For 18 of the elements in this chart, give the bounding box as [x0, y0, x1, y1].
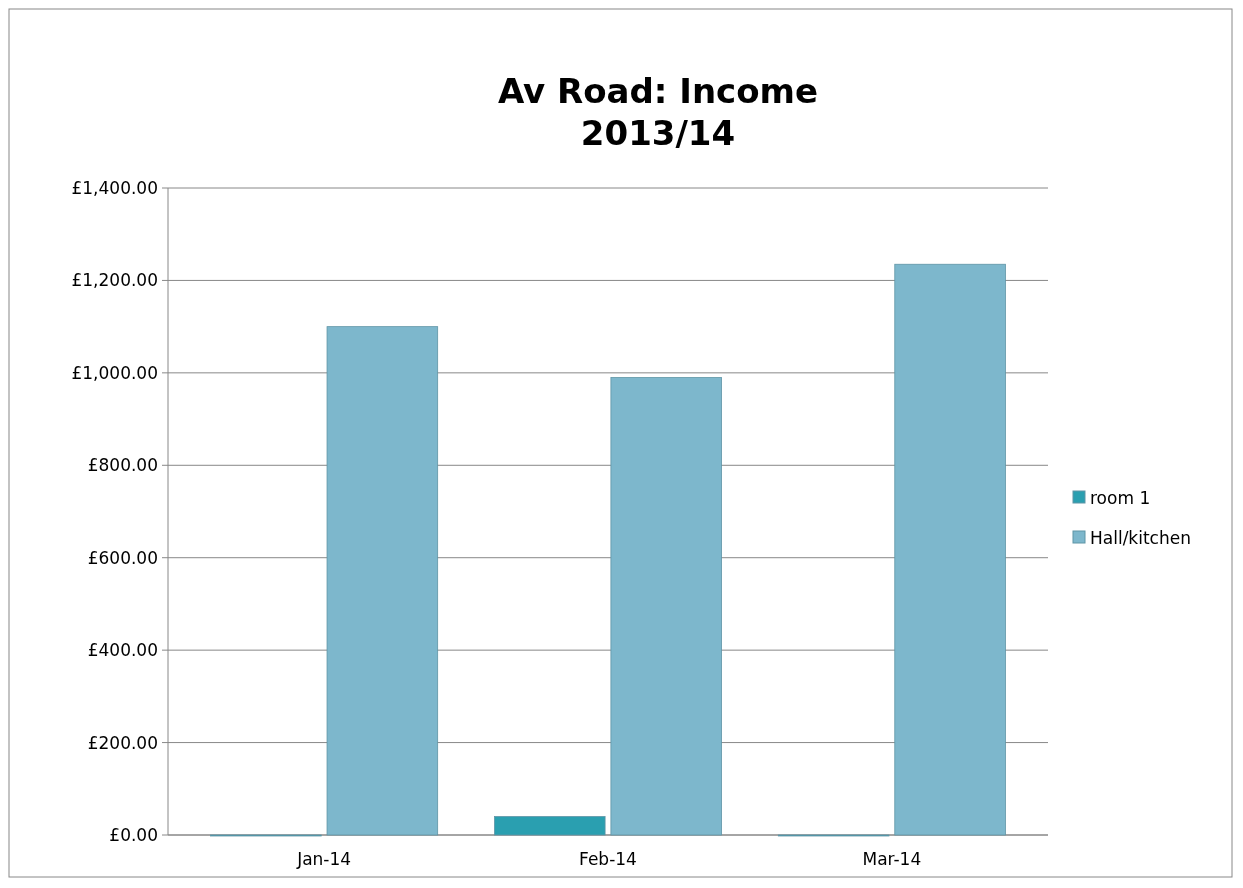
chart-title: Av Road: Income 2013/14	[497, 71, 819, 153]
legend-label: room 1	[1090, 487, 1151, 508]
bar	[494, 816, 606, 836]
x-tick-label: Mar-14	[862, 849, 922, 869]
legend-label: Hall/kitchen	[1090, 527, 1191, 548]
y-tick-label: £1,400.00	[71, 177, 158, 198]
x-tick-label: Feb-14	[579, 849, 637, 869]
bar	[326, 326, 439, 836]
y-tick-label: £200.00	[87, 732, 158, 753]
bar	[610, 377, 722, 836]
y-tick-label: £1,200.00	[71, 270, 158, 291]
x-tick-label: Jan-14	[296, 849, 352, 869]
bar	[894, 263, 1006, 836]
y-tick-label: £0.00	[109, 824, 158, 845]
y-tick-label: £400.00	[87, 640, 158, 661]
y-tick-label: £600.00	[87, 547, 158, 568]
y-tick-label: £800.00	[87, 455, 158, 476]
y-tick-label: £1,000.00	[71, 362, 158, 383]
